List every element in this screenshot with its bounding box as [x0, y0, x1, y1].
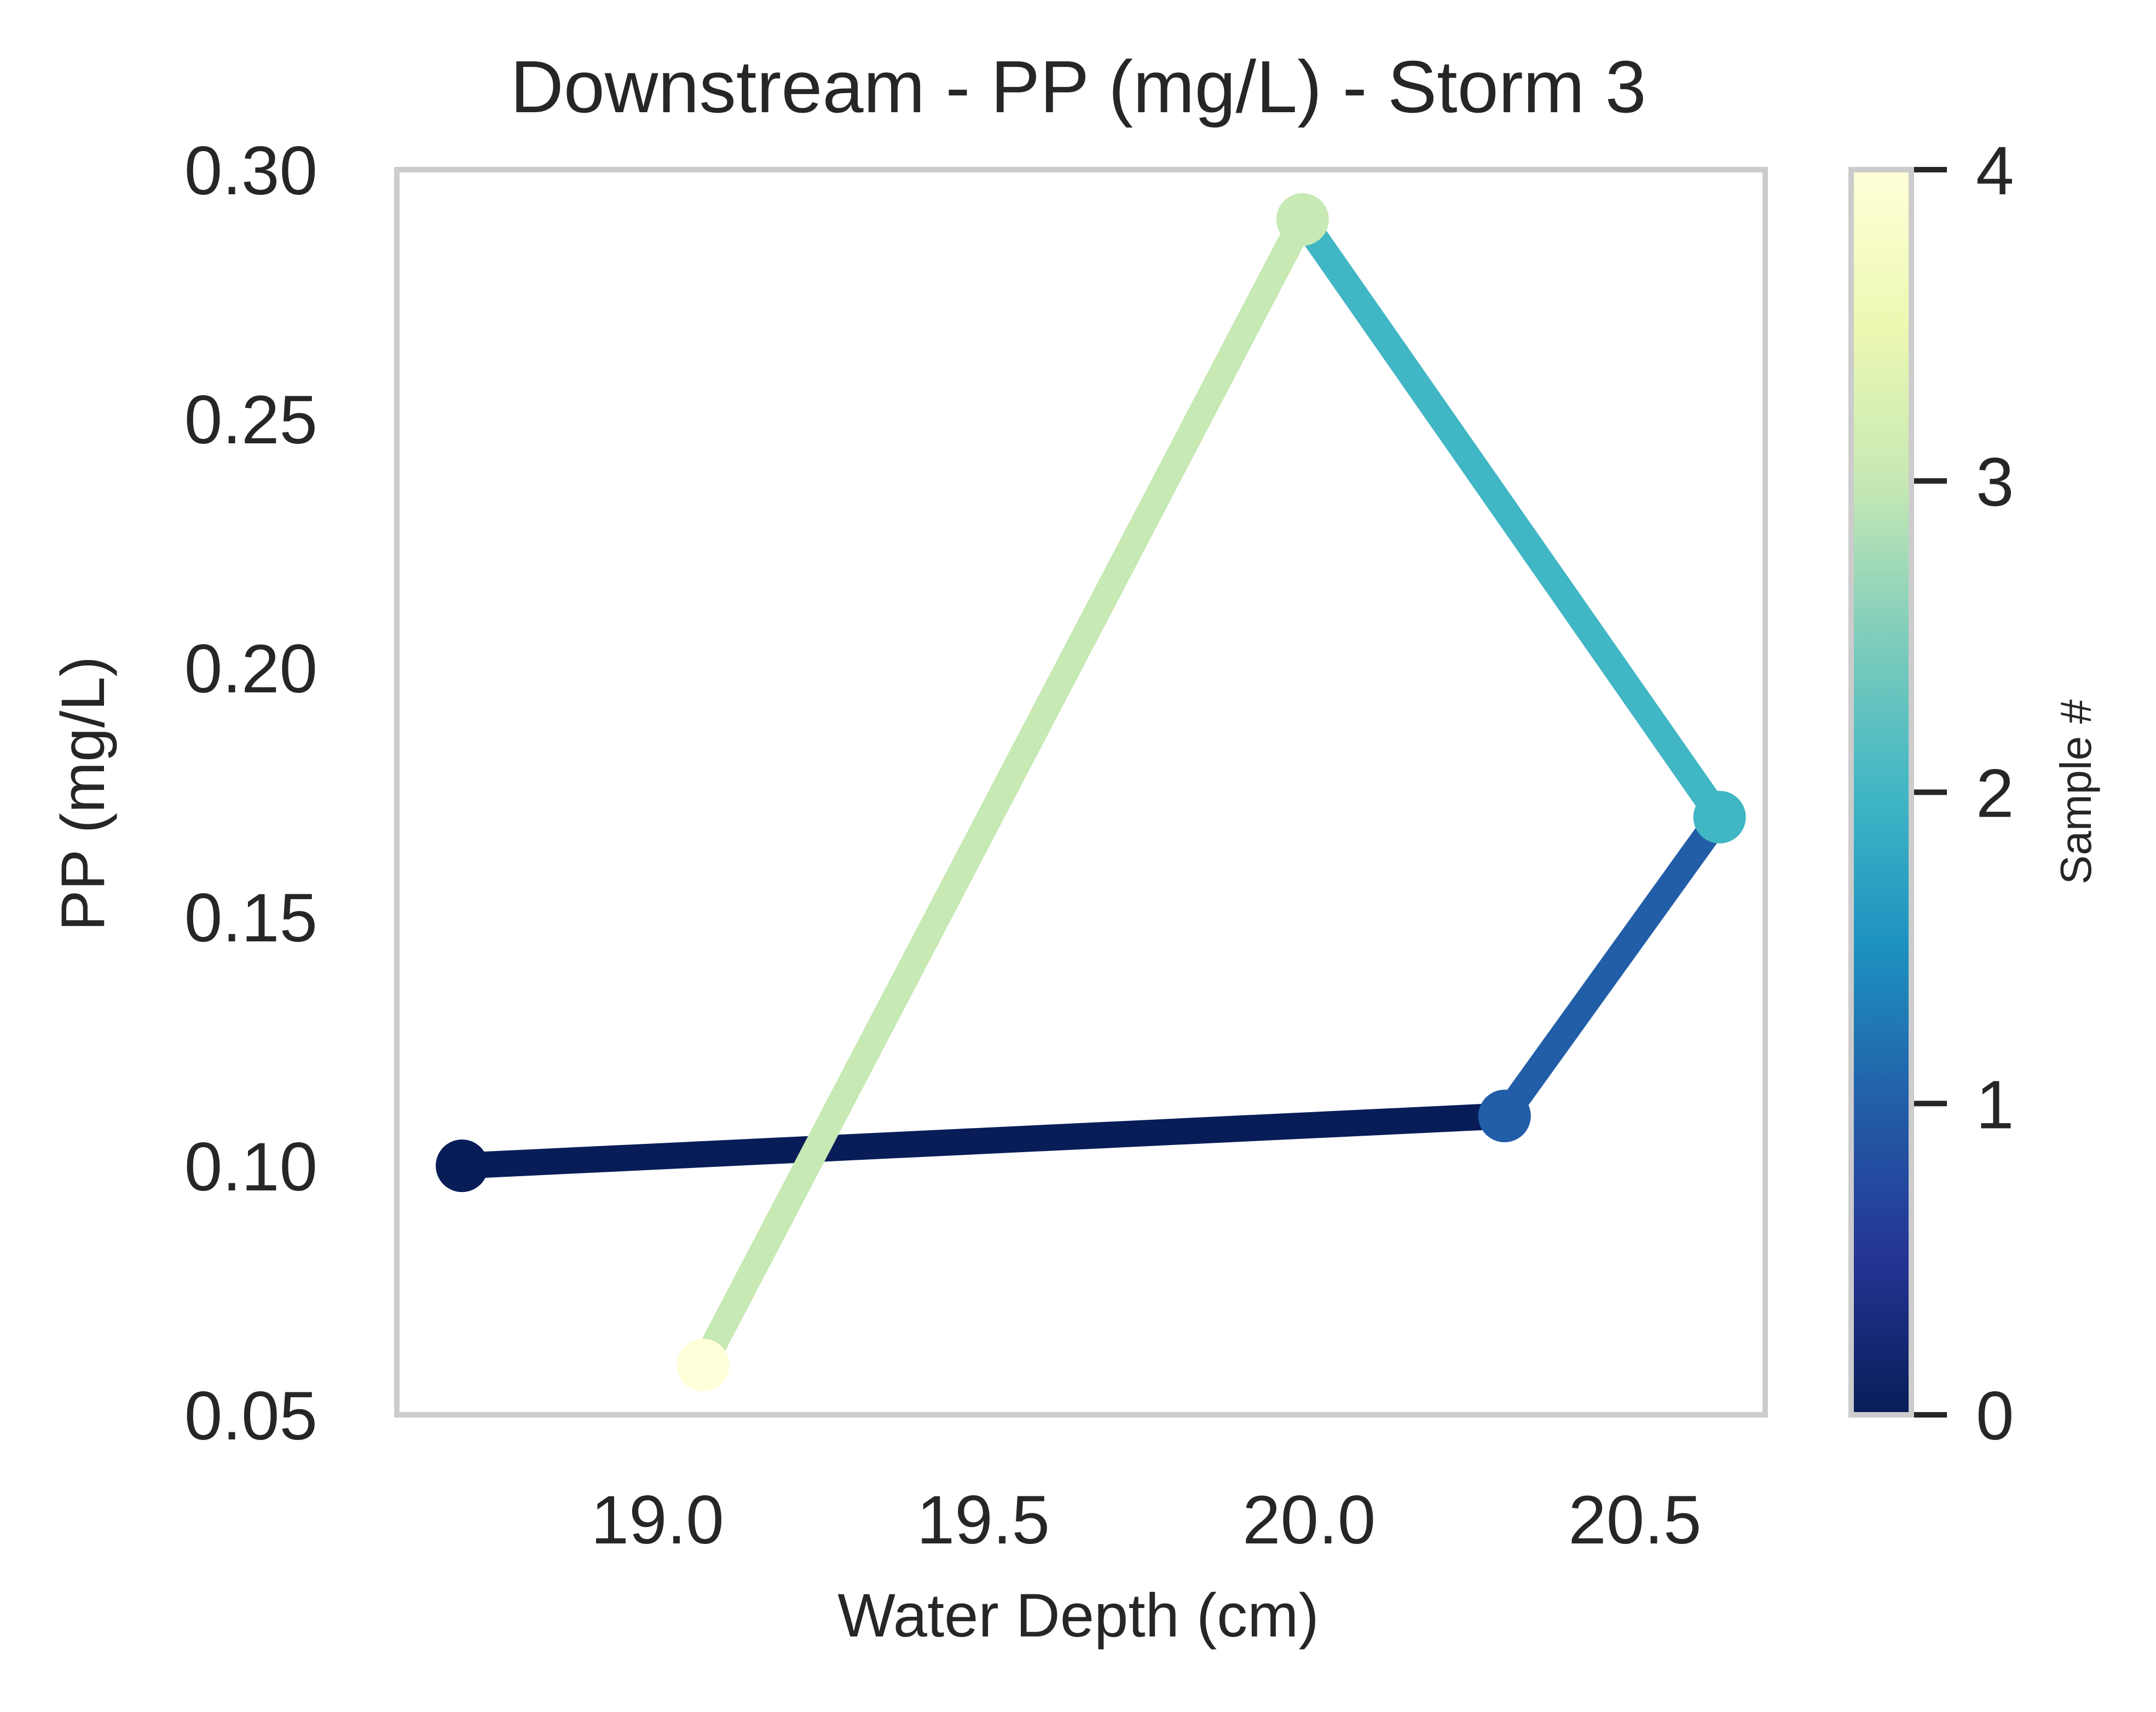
series-lines — [461, 212, 1731, 1372]
x-tick-label: 20.0 — [1242, 1482, 1375, 1558]
x-tick-label: 19.5 — [917, 1482, 1050, 1558]
series-segment — [691, 213, 1315, 1372]
series-segment — [1292, 212, 1731, 825]
colorbar-tick-label: 0 — [1976, 1378, 2014, 1454]
colorbar-tick-label: 4 — [1976, 133, 2014, 209]
y-tick-label: 0.25 — [184, 382, 317, 458]
colorbar-tick-label: 2 — [1976, 756, 2014, 832]
y-tick-label: 0.15 — [184, 880, 317, 956]
colorbar-tick-label: 1 — [1976, 1067, 2014, 1143]
data-point — [1478, 1090, 1531, 1142]
plot-frame — [394, 167, 1768, 1418]
colorbar — [1848, 167, 1914, 1418]
x-tick-label: 19.0 — [591, 1482, 724, 1558]
colorbar-tick-label: 3 — [1976, 444, 2014, 520]
y-tick-label: 0.20 — [184, 631, 317, 707]
x-tick-label: 20.5 — [1568, 1482, 1701, 1558]
data-point — [677, 1339, 730, 1391]
y-tick-label: 0.05 — [184, 1378, 317, 1454]
chart-title: Downstream - PP (mg/L) - Storm 3 — [510, 45, 1646, 128]
data-point — [1693, 791, 1746, 843]
data-point — [436, 1140, 489, 1192]
colorbar-label: Sample # — [2051, 699, 2100, 884]
x-tick-labels: 19.0 19.5 20.0 20.5 — [591, 1482, 1702, 1558]
series-segment — [1494, 809, 1731, 1124]
data-point — [1276, 193, 1329, 246]
x-axis-label: Water Depth (cm) — [837, 1581, 1319, 1650]
y-tick-label: 0.30 — [184, 133, 317, 209]
y-tick-label: 0.10 — [184, 1129, 317, 1205]
y-tick-labels: 0.05 0.10 0.15 0.20 0.25 0.30 — [184, 133, 317, 1454]
series-markers — [436, 193, 1746, 1391]
colorbar-ticks: 0 1 2 3 4 — [1914, 133, 2014, 1454]
y-axis-label: PP (mg/L) — [49, 656, 117, 931]
series-segment — [461, 1103, 1505, 1179]
